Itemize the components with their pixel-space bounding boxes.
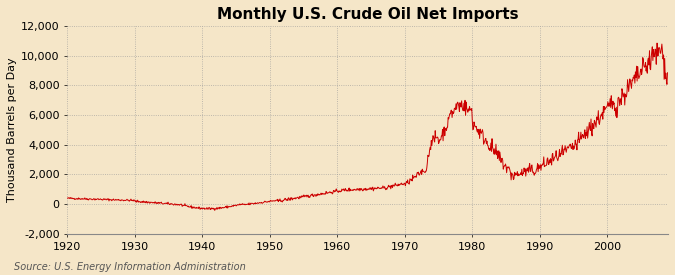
Title: Monthly U.S. Crude Oil Net Imports: Monthly U.S. Crude Oil Net Imports bbox=[217, 7, 518, 22]
Y-axis label: Thousand Barrels per Day: Thousand Barrels per Day bbox=[7, 57, 17, 202]
Text: Source: U.S. Energy Information Administration: Source: U.S. Energy Information Administ… bbox=[14, 262, 245, 272]
